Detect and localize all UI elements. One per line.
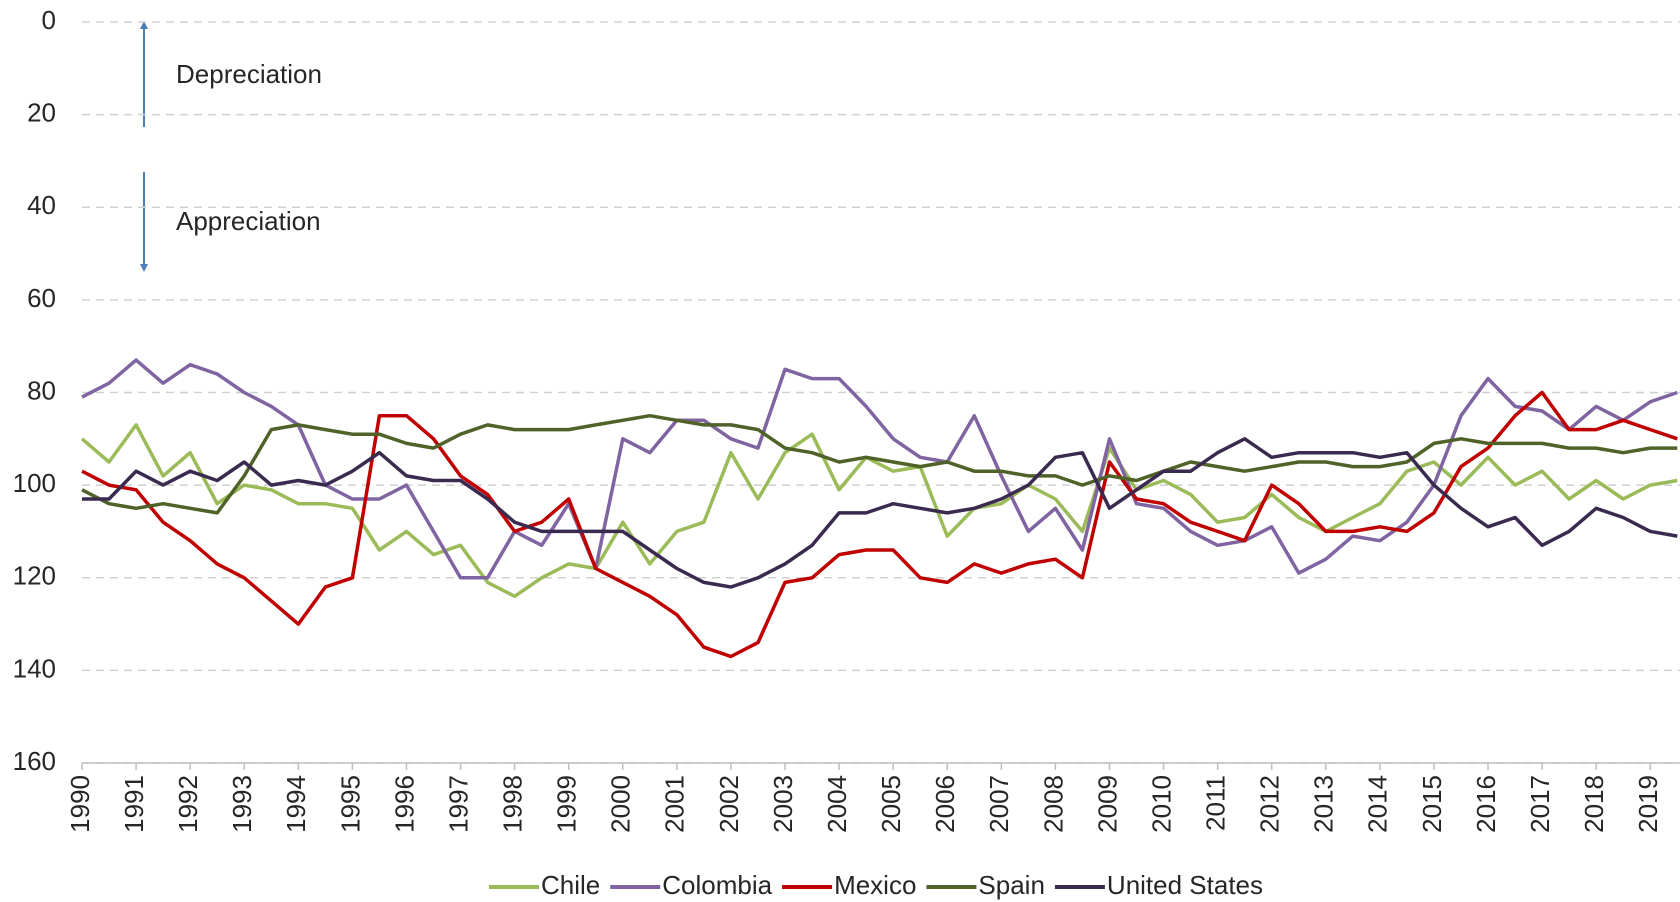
x-tick-label: 2010: [1146, 775, 1176, 833]
x-tick-label: 2012: [1255, 775, 1285, 833]
x-tick-label: 2019: [1633, 775, 1663, 833]
x-tick-label: 2000: [606, 775, 636, 833]
series-line: [80, 423, 1678, 599]
y-tick-label: 60: [27, 283, 56, 313]
x-tick-label: 2018: [1579, 775, 1609, 833]
x-tick-label: 2017: [1525, 775, 1555, 833]
annotation: Appreciation: [176, 206, 321, 236]
y-tick-label: 160: [13, 746, 56, 776]
legend: Chile Colombia Mexico Spain United States: [488, 870, 1263, 900]
y-tick-label: 140: [13, 653, 56, 683]
series-line: [82, 437, 1678, 589]
x-tick-label: 1998: [497, 775, 527, 833]
x-tick-label: 2004: [822, 775, 852, 833]
y-tick-label: 20: [27, 98, 56, 128]
x-tick-label: 2008: [1038, 775, 1068, 833]
x-tick-label: 1994: [281, 775, 311, 833]
x-tick-label: 1993: [227, 775, 257, 833]
x-tick-label: 2003: [768, 775, 798, 833]
y-tick-label: 100: [13, 468, 56, 498]
legend-label: Chile: [541, 870, 600, 900]
y-tick-label: 40: [27, 190, 56, 220]
y-tick-label: 0: [42, 5, 56, 35]
x-tick-label: 2007: [984, 775, 1014, 833]
x-tick-label: 2006: [930, 775, 960, 833]
x-tick-label: 2002: [714, 775, 744, 833]
x-tick-label: 1992: [173, 775, 203, 833]
x-tick-label: 2009: [1092, 775, 1122, 833]
x-tick-label: 1995: [335, 775, 365, 833]
legend-label: United States: [1107, 870, 1263, 900]
x-tick-label: 1999: [552, 775, 582, 833]
x-tick-label: 2014: [1363, 775, 1393, 833]
x-tick-label: 2016: [1471, 775, 1501, 833]
x-tick-label: 2001: [660, 775, 690, 833]
x-tick-label: 1996: [389, 775, 419, 833]
x-tick-label: 1990: [65, 775, 95, 833]
legend-label: Spain: [978, 870, 1045, 900]
y-tick-label: 120: [13, 561, 56, 591]
series-line: [81, 390, 1678, 659]
x-tick-label: 2005: [876, 775, 906, 833]
x-tick-label: 2013: [1309, 775, 1339, 833]
x-tick-label: 1991: [119, 775, 149, 833]
x-tick-label: 1997: [443, 775, 473, 833]
annotation: Depreciation: [176, 59, 322, 89]
x-tick-label: 2011: [1201, 775, 1231, 831]
legend-label: Mexico: [834, 870, 916, 900]
legend-label: Colombia: [662, 870, 772, 900]
series-line: [81, 358, 1678, 580]
x-tick-label: 2015: [1417, 775, 1447, 833]
y-tick-label: 80: [27, 375, 56, 405]
